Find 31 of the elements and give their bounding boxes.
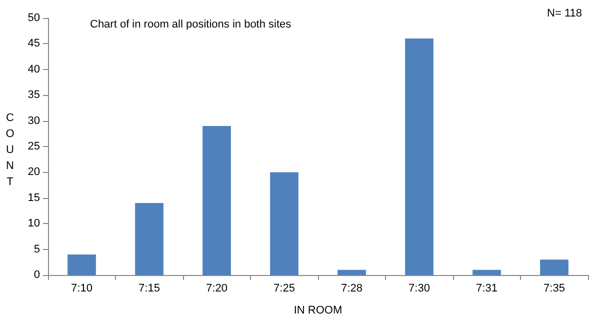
bar bbox=[540, 260, 568, 275]
y-tick-label: 20 bbox=[28, 166, 40, 178]
y-tick-label: 10 bbox=[28, 218, 40, 230]
y-tick-label: 30 bbox=[28, 114, 40, 127]
y-tick-label: 15 bbox=[28, 192, 40, 204]
bar bbox=[202, 126, 231, 275]
y-axis-title: COUNT bbox=[4, 112, 16, 192]
bar bbox=[135, 203, 164, 275]
y-tick-label: 45 bbox=[28, 38, 40, 50]
x-tick-label: 7:28 bbox=[341, 282, 362, 294]
y-tick-label: 40 bbox=[28, 63, 40, 76]
x-tick-label: 7:35 bbox=[544, 282, 565, 294]
chart-title: Chart of in room all positions in both sites bbox=[90, 18, 292, 30]
bar bbox=[68, 254, 96, 275]
y-tick-label: 0 bbox=[34, 269, 40, 281]
x-tick-label: 7:20 bbox=[206, 282, 228, 294]
y-tick-label: 50 bbox=[28, 12, 40, 24]
y-tick-label: 35 bbox=[28, 89, 40, 102]
bar bbox=[338, 270, 366, 275]
bar bbox=[405, 38, 434, 275]
x-tick-label: 7:15 bbox=[138, 282, 160, 294]
x-tick-label: 7:31 bbox=[476, 282, 498, 294]
bar bbox=[472, 270, 501, 275]
x-tick-label: 7:25 bbox=[274, 282, 295, 294]
x-tick-label: 7:30 bbox=[408, 282, 430, 294]
y-tick-label: 25 bbox=[28, 140, 40, 152]
x-tick-label: 7:10 bbox=[71, 282, 92, 294]
bar bbox=[270, 172, 298, 275]
y-tick-label: 5 bbox=[34, 243, 40, 256]
x-axis-title: IN ROOM bbox=[294, 304, 342, 316]
annotation: N= 118 bbox=[547, 8, 582, 20]
